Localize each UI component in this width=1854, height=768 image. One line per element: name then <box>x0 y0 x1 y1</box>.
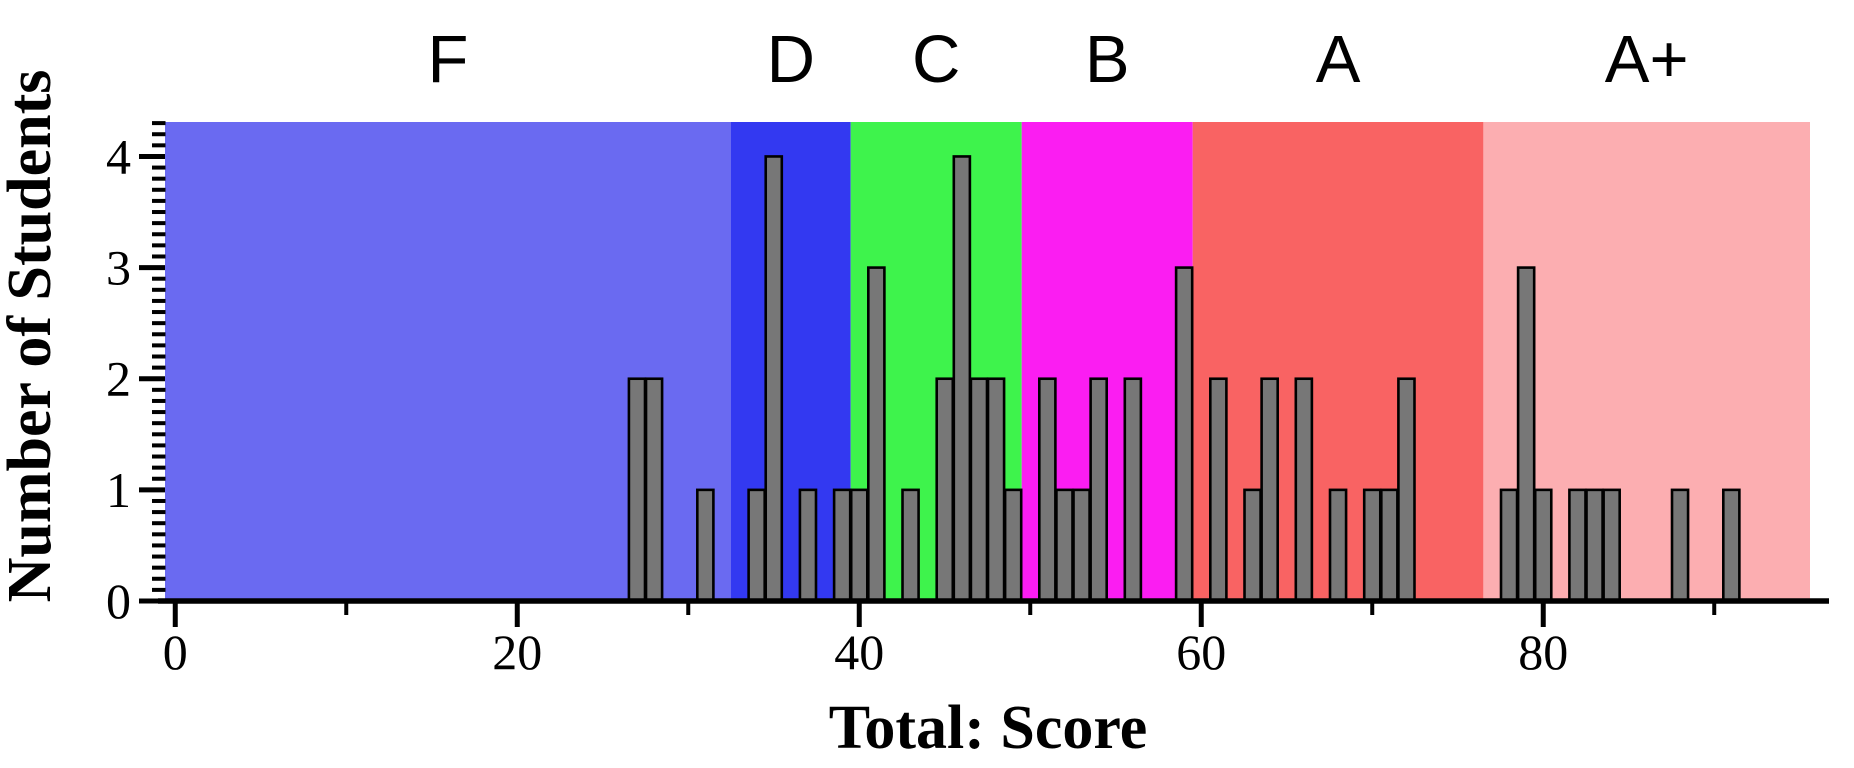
grade-band-label-F: F <box>428 22 469 97</box>
bar-score-45 <box>935 377 955 603</box>
bar-score-49 <box>1003 488 1023 603</box>
x-axis-title: Total: Score <box>829 694 1148 762</box>
grade-band-label-C: C <box>912 22 960 97</box>
bar-score-59 <box>1174 266 1194 603</box>
bar-score-72 <box>1397 377 1416 603</box>
bar-score-31 <box>696 488 715 603</box>
bar-score-91 <box>1722 488 1741 603</box>
bar-score-61 <box>1209 377 1228 603</box>
bar-score-27 <box>627 377 647 603</box>
bar-score-48 <box>986 377 1006 603</box>
bar-score-35 <box>764 155 784 603</box>
bar-score-47 <box>969 377 989 603</box>
bar-score-79 <box>1516 266 1536 603</box>
axes <box>139 121 1829 627</box>
bar-score-70 <box>1362 488 1382 603</box>
bar-score-28 <box>644 377 664 603</box>
bar-score-40 <box>849 488 869 603</box>
bar-score-34 <box>747 488 766 603</box>
x-tick-label-80: 80 <box>1518 624 1568 680</box>
y-tick-label-1: 1 <box>106 462 131 518</box>
x-tick-label-40: 40 <box>834 624 884 680</box>
bar-score-54 <box>1089 377 1108 603</box>
x-tick-label-20: 20 <box>492 624 542 680</box>
bar-score-63 <box>1243 488 1262 603</box>
bar-score-46 <box>952 155 972 603</box>
bar-score-84 <box>1602 488 1621 603</box>
bar-score-83 <box>1585 488 1604 603</box>
bar-score-88 <box>1670 488 1690 603</box>
grade-band-label-D: D <box>767 22 815 97</box>
bar-score-53 <box>1072 488 1091 603</box>
grade-band-labels: F D C B A A+ <box>428 22 1689 97</box>
bar-score-37 <box>798 488 818 603</box>
y-tick-label-0: 0 <box>106 573 131 629</box>
bar-score-71 <box>1380 488 1399 603</box>
y-axis-title: Number of Students <box>0 70 64 603</box>
x-tick-label-0: 0 <box>163 624 188 680</box>
x-tick-label-60: 60 <box>1176 624 1226 680</box>
bar-score-68 <box>1328 488 1348 603</box>
bar-score-80 <box>1533 488 1553 603</box>
histogram-bars <box>627 155 1741 603</box>
bar-score-66 <box>1294 377 1314 603</box>
grade-band-label-A+: A+ <box>1605 22 1689 97</box>
grade-band-label-B: B <box>1085 22 1130 97</box>
y-tick-label-2: 2 <box>106 351 131 407</box>
bar-score-78 <box>1499 488 1519 603</box>
bar-score-56 <box>1123 377 1143 603</box>
bar-score-41 <box>867 266 886 603</box>
y-tick-label-4: 4 <box>106 128 131 184</box>
bar-score-64 <box>1260 377 1279 603</box>
bar-score-51 <box>1038 377 1057 603</box>
bar-score-39 <box>832 488 852 603</box>
grade-band-label-A: A <box>1316 22 1361 97</box>
bar-score-52 <box>1055 488 1074 603</box>
y-tick-label-3: 3 <box>106 240 131 296</box>
bar-score-82 <box>1568 488 1587 603</box>
bar-score-43 <box>901 488 920 603</box>
tick-labels: 0 20 40 60 80 0 1 2 3 4 <box>106 128 1568 680</box>
